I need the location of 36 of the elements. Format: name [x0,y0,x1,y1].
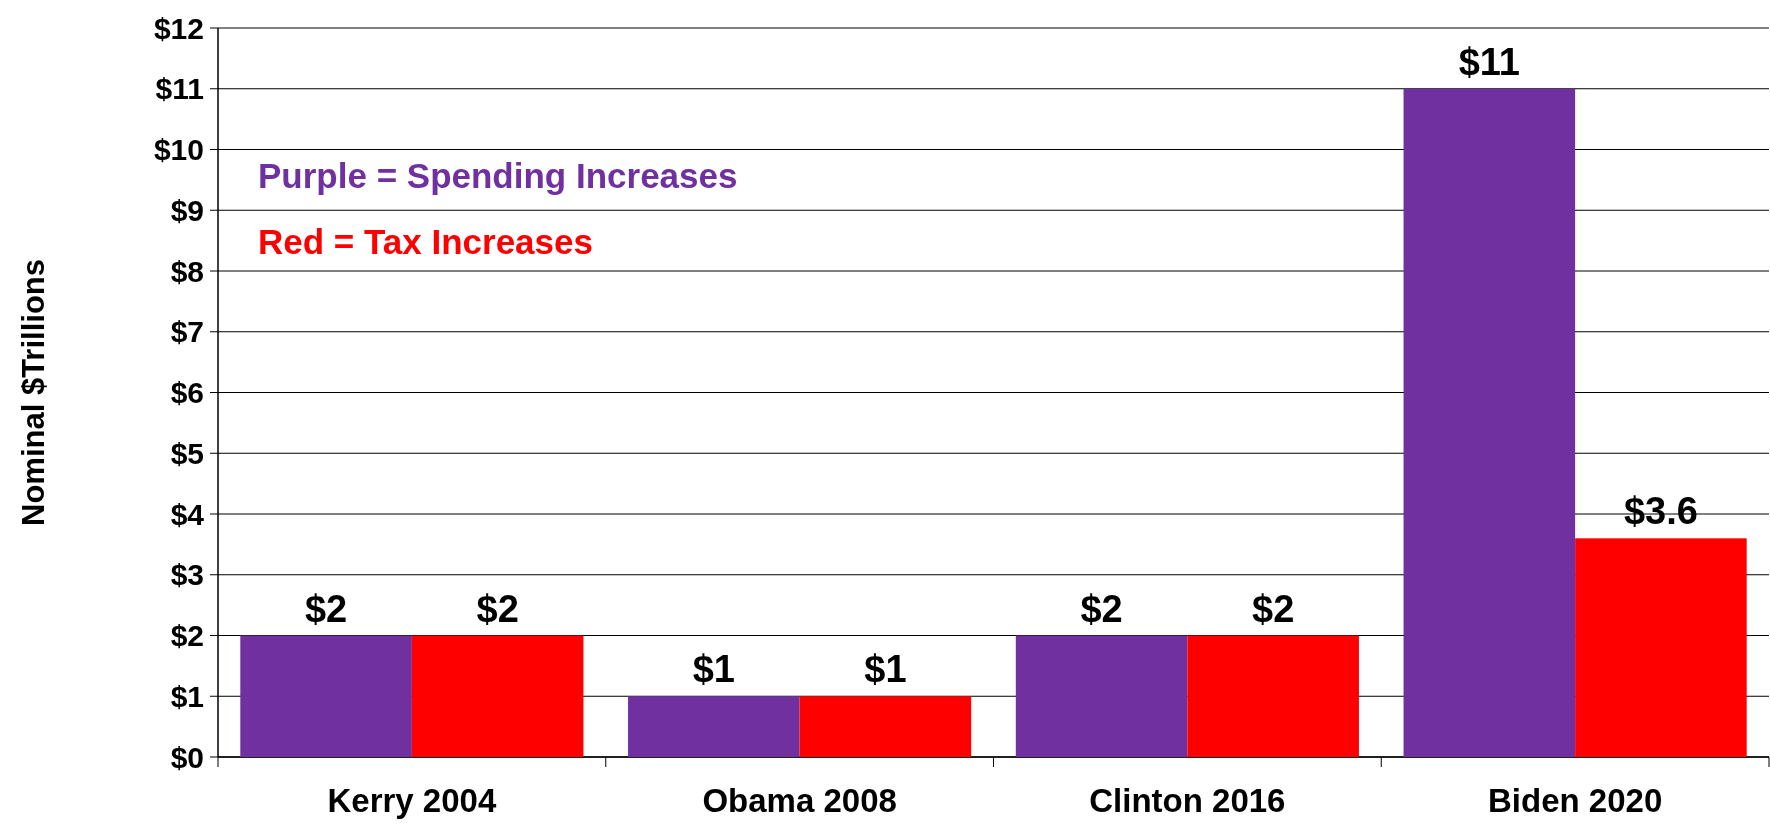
bar [628,696,800,757]
y-tick-label: $10 [153,133,204,166]
y-tick-label: $0 [170,740,204,774]
bar [240,635,412,757]
y-tick-label: $5 [170,436,204,470]
bar [1187,635,1359,757]
x-tick-label: Obama 2008 [702,782,897,819]
text: Purple = Spending Increases [258,156,738,195]
data-label: $11 [1458,40,1520,83]
data-label: $2 [304,587,348,630]
x-tick-label: Kerry 2004 [327,782,497,819]
y-tick-label: $11 [155,72,204,106]
y-tick-label: $8 [170,254,204,288]
data-label: $2 [476,587,519,630]
bar [1015,635,1188,757]
y-tick-label: $1 [170,679,204,713]
data-label: $2 [1252,587,1295,630]
y-axis-title: Nominal $Trillions [16,259,51,526]
data-label: $3.6 [1623,490,1698,533]
bar [1575,538,1747,757]
y-tick-label: $9 [170,193,204,227]
bar [411,635,584,757]
x-tick-label: Clinton 2016 [1089,782,1286,819]
y-tick-label: $2 [170,619,204,652]
bar [799,696,972,757]
data-label: $1 [864,648,907,691]
y-tick-label: $7 [170,315,204,349]
data-label: $1 [692,648,735,691]
y-tick-label: $4 [170,497,205,531]
bar [1403,88,1576,757]
x-tick-label: Biden 2020 [1488,782,1663,819]
text: Red = Tax Increases [258,222,593,261]
y-tick-label: $6 [170,376,204,409]
y-tick-label: $12 [153,11,204,45]
y-tick-label: $3 [170,558,204,592]
data-label: $2 [1080,587,1123,630]
